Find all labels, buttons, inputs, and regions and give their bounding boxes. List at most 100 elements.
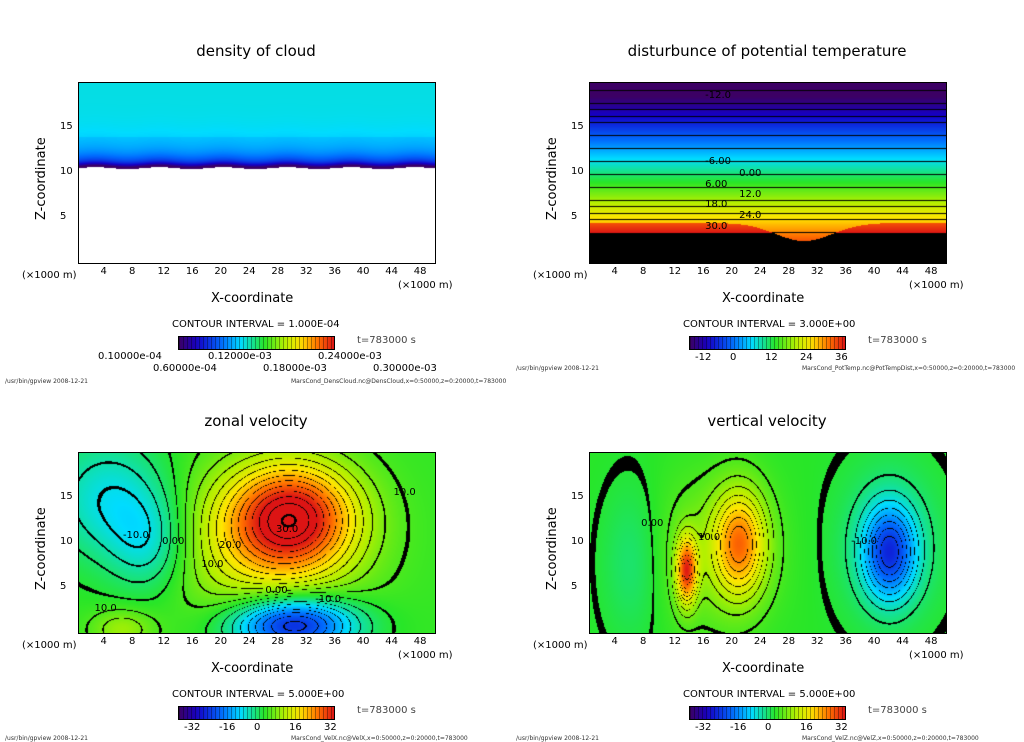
- time-label: t=783000 s: [357, 705, 416, 716]
- colorbar-tick-label: 0.10000e-04: [98, 351, 162, 362]
- x-tick-label: 8: [128, 266, 136, 277]
- x-tick-label: 48: [413, 266, 427, 277]
- y-tick-label: 15: [571, 121, 584, 132]
- colorbar-tick-label: 0.60000e-04: [153, 363, 217, 374]
- x-tick-label: 36: [328, 266, 342, 277]
- colorbar-tick-label: 0.24000e-03: [318, 351, 382, 362]
- x-axis-label: X-coordinate: [722, 661, 805, 676]
- contour-label: 12.0: [739, 188, 762, 200]
- y-tick-label: 10: [571, 536, 584, 547]
- contour-label: -6.00: [705, 156, 732, 168]
- y-tick-label: 5: [571, 211, 578, 222]
- contour-interval: CONTOUR INTERVAL = 5.000E+00: [683, 689, 856, 700]
- contour-label: 30.0: [705, 220, 728, 232]
- x-tick-label: 48: [924, 266, 938, 277]
- x-unit-label: (×1000 m): [398, 650, 453, 661]
- x-tick-label: 16: [185, 266, 199, 277]
- contour-interval: CONTOUR INTERVAL = 1.000E-04: [172, 319, 340, 330]
- y-axis-label: Z-coordinate: [545, 137, 560, 220]
- x-tick-label: 24: [242, 266, 256, 277]
- x-tick-label: 32: [299, 636, 313, 647]
- y-tick-label: 15: [571, 491, 584, 502]
- panel-title: density of cloud: [196, 42, 316, 60]
- colorbar: [178, 336, 335, 350]
- colorbar-tick-label: -12: [695, 352, 712, 363]
- panel-title: zonal velocity: [204, 412, 308, 430]
- x-tick-label: 44: [896, 266, 909, 277]
- x-tick-label: 32: [810, 636, 824, 647]
- z-unit-label: (×1000 m): [22, 640, 77, 651]
- y-tick-label: 5: [571, 581, 578, 592]
- colorbar-tick-label: 24: [800, 352, 813, 363]
- panel-title: disturbunce of potential temperature: [627, 42, 907, 60]
- colorbar-tick-label: 36: [835, 352, 848, 363]
- contour-label: 18.0: [705, 199, 728, 211]
- contour-label: 0.00: [162, 536, 185, 547]
- contour-label: 10.0: [201, 559, 224, 571]
- y-tick-label: 10: [571, 166, 584, 177]
- x-tick-label: 8: [128, 636, 136, 647]
- y-tick-label: 10: [60, 536, 73, 547]
- plot-area: [78, 82, 436, 264]
- colorbar-tick-label: 32: [324, 722, 337, 733]
- y-tick-label: 5: [60, 211, 67, 222]
- colorbar-tick-label: 32: [835, 722, 848, 733]
- y-tick-label: 10: [60, 166, 73, 177]
- x-tick-label: 24: [242, 636, 256, 647]
- contour-label: 24.0: [739, 210, 762, 222]
- z-unit-label: (×1000 m): [533, 270, 588, 281]
- time-label: t=783000 s: [868, 335, 927, 346]
- x-tick-label: 24: [753, 636, 767, 647]
- x-tick-label: 40: [356, 266, 370, 277]
- x-tick-label: 36: [328, 636, 342, 647]
- contour-label: 0.00: [265, 584, 288, 596]
- x-axis-label: X-coordinate: [722, 291, 805, 306]
- x-tick-label: 28: [271, 266, 285, 277]
- y-tick-label: 15: [60, 491, 73, 502]
- footer-right: MarsCond_VelX.nc@VelX,x=0:50000,z=0:2000…: [291, 735, 468, 742]
- x-tick-label: 40: [867, 266, 881, 277]
- colorbar-tick-label: 0: [765, 722, 772, 733]
- x-tick-label: 16: [185, 636, 199, 647]
- x-tick-label: 20: [725, 266, 739, 277]
- x-tick-label: 32: [299, 266, 313, 277]
- x-tick-label: 12: [157, 636, 171, 647]
- colorbar-tick-label: 16: [289, 722, 302, 733]
- z-unit-label: (×1000 m): [533, 640, 588, 651]
- time-label: t=783000 s: [868, 705, 927, 716]
- x-tick-label: 4: [100, 266, 107, 277]
- x-tick-label: 16: [696, 266, 710, 277]
- x-tick-label: 40: [356, 636, 370, 647]
- colorbar-tick-label: -32: [184, 722, 201, 733]
- x-tick-label: 44: [385, 266, 398, 277]
- x-tick-label: 24: [753, 266, 767, 277]
- y-axis-label: Z-coordinate: [545, 507, 560, 590]
- footer-left: /usr/bin/gpview 2008-12-21: [516, 735, 599, 742]
- x-tick-label: 20: [214, 266, 228, 277]
- x-tick-label: 12: [668, 636, 682, 647]
- x-tick-label: 36: [839, 636, 853, 647]
- x-tick-label: 44: [896, 636, 909, 647]
- contour-label: 20.0: [219, 539, 242, 551]
- contour-label: -10.0: [315, 593, 342, 605]
- time-label: t=783000 s: [357, 335, 416, 346]
- contour-interval: CONTOUR INTERVAL = 5.000E+00: [172, 689, 345, 700]
- footer-right: MarsCond_DensCloud.nc@DensCloud,x=0:5000…: [291, 378, 507, 385]
- colorbar: [689, 706, 846, 720]
- x-tick-label: 44: [385, 636, 398, 647]
- footer-left: /usr/bin/gpview 2008-12-21: [5, 735, 88, 742]
- contour-label: 0.00: [641, 518, 664, 529]
- x-axis-label: X-coordinate: [211, 291, 294, 306]
- footer-right: MarsCond_VelZ.nc@VelZ,x=0:50000,z=0:2000…: [802, 735, 979, 742]
- x-tick-label: 8: [639, 636, 647, 647]
- footer-left: /usr/bin/gpview 2008-12-21: [516, 365, 599, 372]
- contour-interval: CONTOUR INTERVAL = 3.000E+00: [683, 319, 856, 330]
- x-tick-label: 36: [839, 266, 853, 277]
- colorbar-tick-label: 16: [800, 722, 813, 733]
- contour-label: -12.0: [705, 89, 732, 101]
- x-tick-label: 28: [271, 636, 285, 647]
- x-tick-label: 32: [810, 266, 824, 277]
- contour-label: 6.00: [705, 178, 728, 190]
- x-tick-label: 48: [924, 636, 938, 647]
- x-unit-label: (×1000 m): [909, 280, 964, 291]
